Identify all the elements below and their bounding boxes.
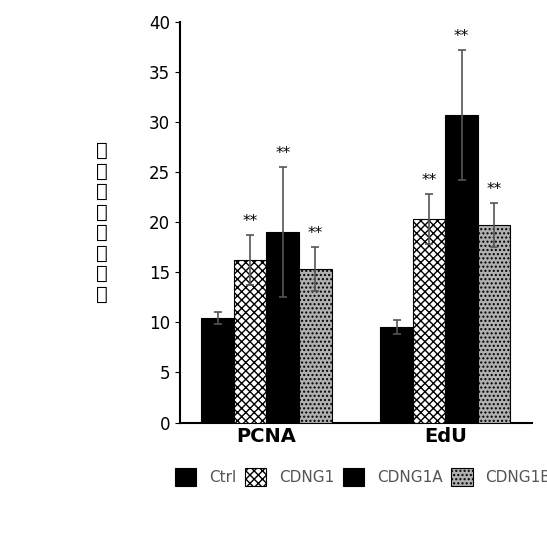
- Text: **: **: [486, 182, 502, 197]
- Bar: [478, 225, 510, 422]
- Bar: [234, 260, 266, 422]
- Bar: [201, 318, 234, 422]
- Bar: [299, 269, 331, 422]
- Text: **: **: [275, 146, 290, 161]
- Text: 心
肌
细
胞
增
殖
指
数: 心 肌 细 胞 增 殖 指 数: [96, 141, 108, 304]
- Bar: [266, 232, 299, 422]
- Legend: Ctrl, CDNG1, CDNG1A, CDNG1B: Ctrl, CDNG1, CDNG1A, CDNG1B: [169, 462, 547, 492]
- Bar: [380, 328, 413, 422]
- Text: **: **: [454, 29, 469, 44]
- Text: **: **: [421, 173, 437, 188]
- Bar: [413, 219, 445, 422]
- Text: **: **: [307, 226, 323, 241]
- Text: **: **: [243, 214, 258, 229]
- Bar: [445, 115, 478, 422]
